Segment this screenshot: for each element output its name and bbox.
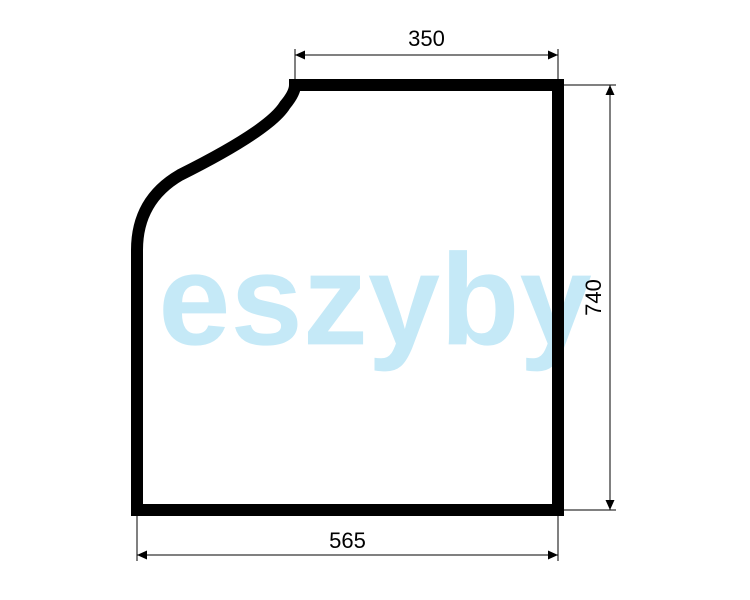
dimension-value: 565 <box>329 528 366 553</box>
dimension-value: 740 <box>581 279 606 316</box>
dimension-value: 350 <box>408 26 445 51</box>
technical-drawing: eszyby 350 740 565 <box>0 0 750 600</box>
watermark: eszyby <box>158 226 592 372</box>
